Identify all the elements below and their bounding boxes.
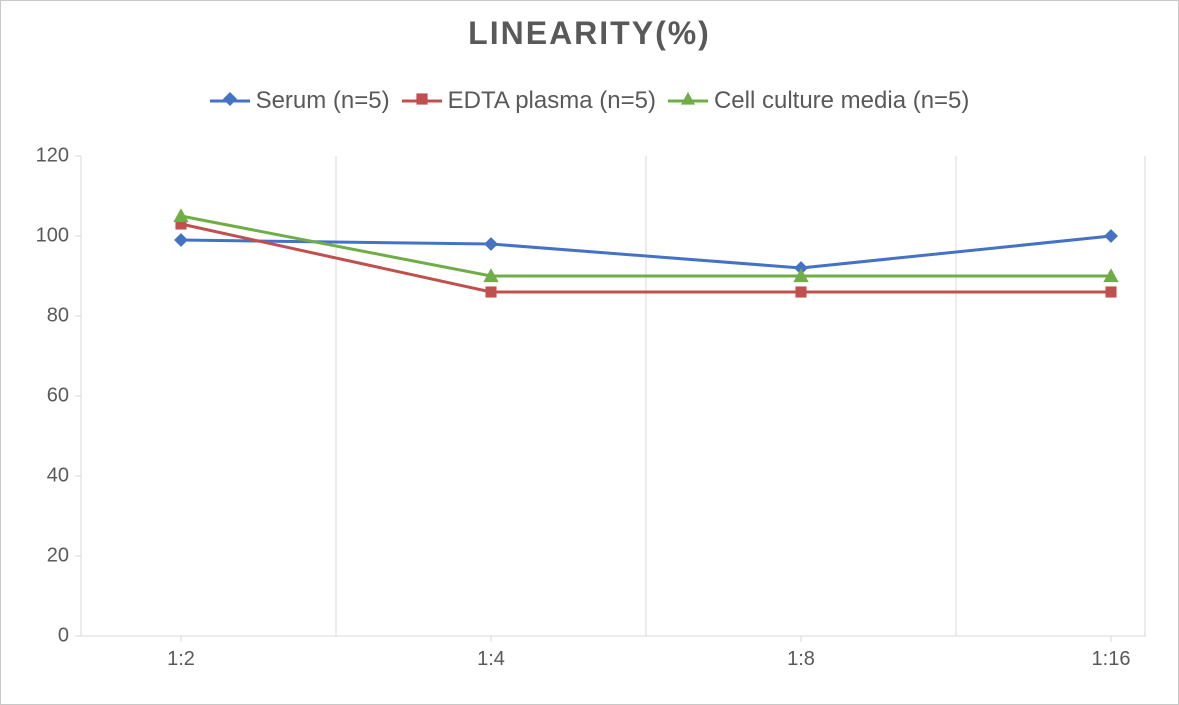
- y-tick-label: 20: [47, 545, 69, 568]
- legend-item: Cell culture media (n=5): [668, 87, 969, 115]
- triangle-icon: [668, 92, 708, 110]
- y-tick-label: 0: [58, 625, 69, 648]
- linearity-chart: LINEARITY(%) Serum (n=5) EDTA plasma (n=5…: [0, 0, 1179, 705]
- x-tick-label: 1:16: [1092, 648, 1131, 671]
- y-tick-label: 80: [47, 305, 69, 328]
- legend-item: EDTA plasma (n=5): [402, 87, 656, 115]
- plot-svg: [81, 156, 1146, 636]
- y-tick-label: 100: [36, 225, 69, 248]
- x-tick-label: 1:2: [167, 648, 195, 671]
- legend-label: Serum (n=5): [256, 87, 390, 115]
- legend-item: Serum (n=5): [210, 87, 390, 115]
- y-tick-label: 60: [47, 385, 69, 408]
- plot-area: [81, 156, 1146, 636]
- diamond-icon: [210, 92, 250, 110]
- y-axis-labels: 020406080100120: [1, 156, 69, 636]
- x-tick-label: 1:4: [477, 648, 505, 671]
- legend: Serum (n=5) EDTA plasma (n=5) Cell culture…: [1, 86, 1178, 115]
- x-axis-labels: 1:2 1:4 1:8 1:16: [81, 648, 1146, 688]
- chart-title: LINEARITY(%): [1, 15, 1178, 52]
- x-tick-label: 1:8: [787, 648, 815, 671]
- y-tick-label: 40: [47, 465, 69, 488]
- y-tick-label: 120: [36, 145, 69, 168]
- legend-label: Cell culture media (n=5): [714, 87, 969, 115]
- legend-label: EDTA plasma (n=5): [448, 87, 656, 115]
- square-icon: [402, 92, 442, 110]
